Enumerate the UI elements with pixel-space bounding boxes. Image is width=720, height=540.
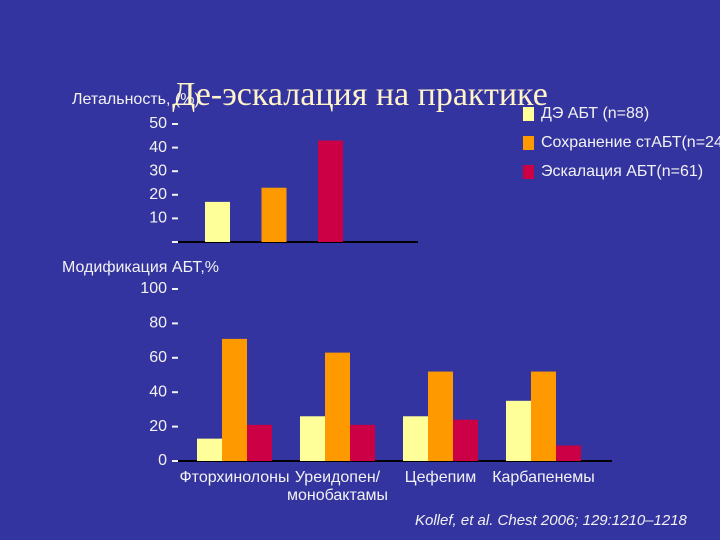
bar (205, 201, 230, 242)
bar (428, 371, 453, 461)
y-tick-label: 100 (140, 280, 167, 297)
legend-swatch (523, 136, 534, 150)
bar (506, 400, 531, 461)
y-tick-label: 0 (158, 452, 167, 469)
y-tick-label: 60 (149, 349, 167, 366)
y-axis-label: Летальность, (%) (72, 91, 200, 108)
slide-title: Де-эскалация на практике (172, 76, 548, 113)
y-tick-label: 40 (149, 383, 167, 400)
y-tick-label: 10 (149, 210, 167, 227)
legend-swatch (523, 107, 534, 121)
y-tick-label: 20 (149, 186, 167, 203)
bar (325, 352, 350, 461)
x-tick-label: Фторхинолоны (180, 469, 290, 486)
bar (556, 445, 581, 461)
y-tick-label: 20 (149, 418, 167, 435)
legend-label: Эскалация АБТ(n=61) (541, 163, 703, 180)
x-tick-label: Цефепим (405, 469, 476, 486)
legend-label: ДЭ АБТ (n=88) (541, 105, 649, 122)
y-axis-label: Модификация АБТ,% (62, 259, 219, 276)
legend-swatch (523, 165, 534, 179)
bar (197, 438, 222, 461)
y-tick-label: 30 (149, 162, 167, 179)
bar (403, 416, 428, 461)
x-tick-label: Карбапенемы (492, 469, 595, 486)
bar (300, 416, 325, 461)
bar (222, 338, 247, 461)
bar (531, 371, 556, 461)
legend-label: Сохранение стАБТ(n=24 (541, 134, 720, 151)
y-tick-label: 50 (149, 115, 167, 132)
bar (318, 140, 343, 242)
bar (350, 424, 375, 461)
citation: Kollef, et al. Chest 2006; 129:1210–1218 (415, 512, 688, 529)
y-tick-label: 80 (149, 315, 167, 332)
bar (261, 187, 287, 242)
y-tick-label: 40 (149, 139, 167, 156)
x-tick-label: Уреидопен/монобактамы (287, 469, 388, 504)
bar (247, 424, 272, 461)
bar (453, 419, 478, 461)
